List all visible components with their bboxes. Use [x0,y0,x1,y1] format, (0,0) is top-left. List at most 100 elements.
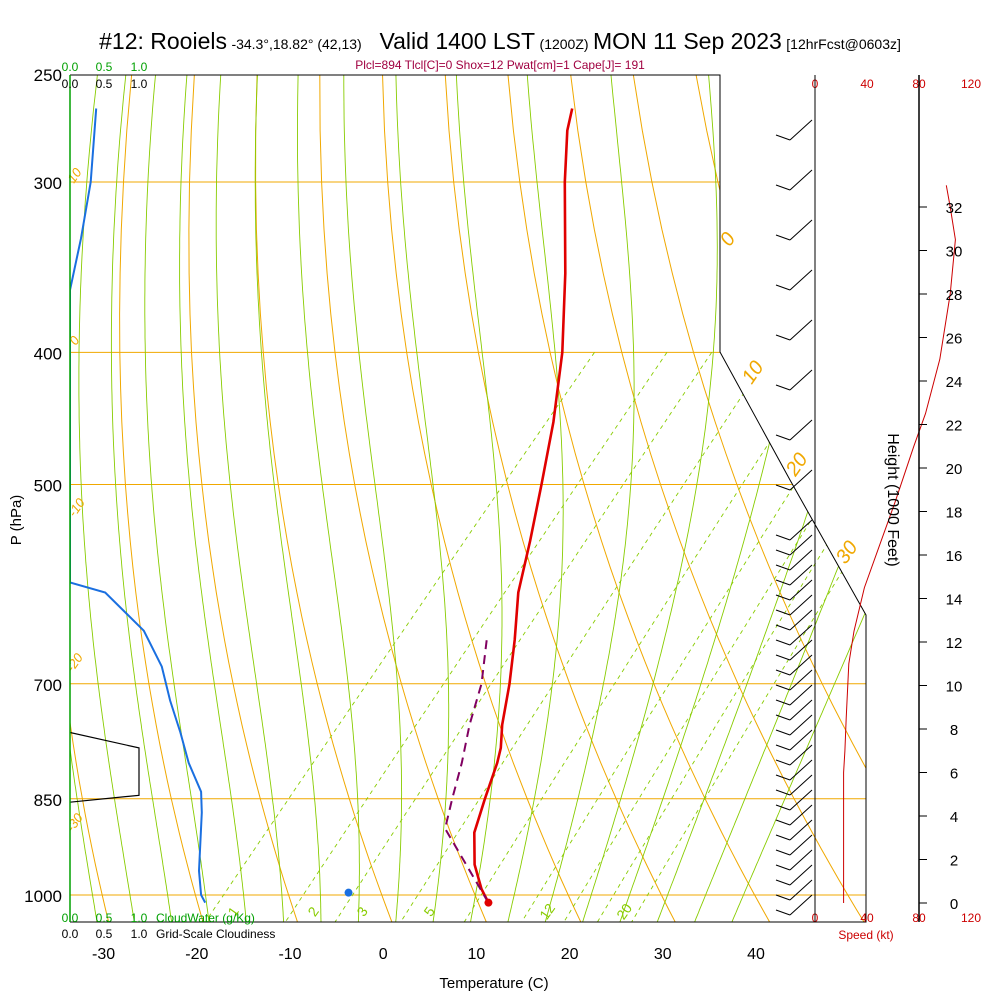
wind-barb [789,534,813,556]
wind-barb [789,219,813,241]
height-tick-label: 28 [946,287,963,304]
wind-barb-flag [775,744,791,751]
wind-barb [789,894,813,916]
wind-barb [789,469,813,491]
height-tick-label: 6 [950,766,958,783]
moist-adiabat [70,75,98,922]
parcel-line [444,639,490,904]
wind-barb-flag [775,699,791,706]
chart-title: #12: Rooiels -34.3°,18.82° (42,13) Valid… [0,28,1000,55]
speed-scale-top: 120 [961,77,981,91]
wind-barb-flag [775,774,791,781]
moist-adiabat [581,75,718,922]
mixing-ratio-label: 2 [304,903,322,919]
dry-adiabat [319,75,488,922]
cloudiness-scale-bottom: 0.5 [96,927,113,941]
cloud-water-line [70,108,207,904]
wind-barb [789,519,813,541]
dry-adiabat [255,75,394,922]
y-tick-label: 700 [34,676,62,695]
dry-adiabat [119,75,205,922]
wind-barb-flag [775,669,791,676]
wind-barb [789,789,813,811]
wind-barb [789,654,813,676]
wind-barb-flag [775,184,791,191]
wind-barb [789,879,813,901]
x-tick-label: 0 [379,946,388,963]
height-tick-label: 18 [946,505,963,522]
moist-adiabat [544,75,635,922]
wind-barb [789,419,813,441]
wind-barb-flag [775,684,791,691]
wind-barb-flag [775,284,791,291]
wind-barb-flag [775,134,791,141]
height-tick-label: 14 [946,592,963,609]
height-tick-label: 0 [950,896,958,913]
chart-frame [70,74,867,923]
wind-barb-flag [775,909,791,916]
moist-adiabat [656,75,866,922]
cloudiness-scale-bottom: 0.0 [62,927,79,941]
dry-adiabat-label: -30 [63,810,87,835]
forecast-run: [12hrFcst@0603z] [786,36,901,52]
dry-adiabat [188,75,299,922]
x-tick-label: 30 [654,946,672,963]
height-tick-label: 22 [946,418,963,435]
wind-barb [789,729,813,751]
y-tick-label: 1000 [24,887,62,906]
wind-barb-flag [775,714,791,721]
cloudiness-scale-bottom: 1.0 [131,927,148,941]
wind-barb-flag [775,549,791,556]
wind-barb-flag [775,849,791,856]
x-axis-label: Temperature (C) [439,975,548,992]
wind-barb [789,319,813,341]
height-tick-label: 16 [946,548,963,565]
mixing-ratio-line [203,352,595,922]
parcel-indices: Plcl=894 Tlcl[C]=0 Shox=12 Pwat[cm]=1 Ca… [355,58,645,72]
moist-adiabat [179,75,247,922]
cloudwater-scale-bottom: 0.5 [96,911,113,925]
wind-barb-flag [775,434,791,441]
wind-barb [789,714,813,736]
wind-speed-line [843,185,956,903]
cloudiness-label: Grid-Scale Cloudiness [156,927,275,941]
wind-barb [789,624,813,646]
x-tick-label: 10 [468,946,486,963]
wind-barb-flag [775,789,791,796]
wind-barb-flag [775,564,791,571]
height-tick-label: 24 [946,374,963,391]
mixing-ratio-label: 12 [536,900,558,922]
temperature-line [472,108,574,904]
wind-barb [789,594,813,616]
wind-barb-flag [775,654,791,661]
cloudwater-label: CloudWater (g/Kg) [156,911,255,925]
dry-adiabat [820,75,866,922]
wind-barb-flag [775,334,791,341]
x-tick-label: 20 [561,946,579,963]
forecast-date: MON 11 Sep 2023 [593,28,782,54]
wind-barb-flag [775,624,791,631]
y-tick-label: 400 [34,344,62,363]
wind-barb [789,864,813,886]
mixing-ratio-line [595,352,866,922]
moist-adiabat [395,75,450,922]
mixing-ratio-line [333,352,713,922]
height-tick-label: 4 [950,809,958,826]
wind-barb-flag [775,879,791,886]
wind-barb [789,269,813,291]
moist-adiabat [144,75,210,922]
mixing-ratio-line [562,352,866,922]
moist-adiabat [693,75,866,922]
wind-barb-flag [775,759,791,766]
wind-barb-flag [775,579,791,586]
valid-time: Valid 1400 LST [379,28,536,54]
cloudwater-scale-top: 0.5 [96,60,113,74]
dry-adiabat-label: 20 [781,449,812,481]
moist-adiabat [730,75,866,922]
wind-barb [789,684,813,706]
wind-barb-flag [775,484,791,491]
surface-temp-marker [484,898,493,907]
wind-barb-flag [775,384,791,391]
dry-adiabat [570,75,866,922]
